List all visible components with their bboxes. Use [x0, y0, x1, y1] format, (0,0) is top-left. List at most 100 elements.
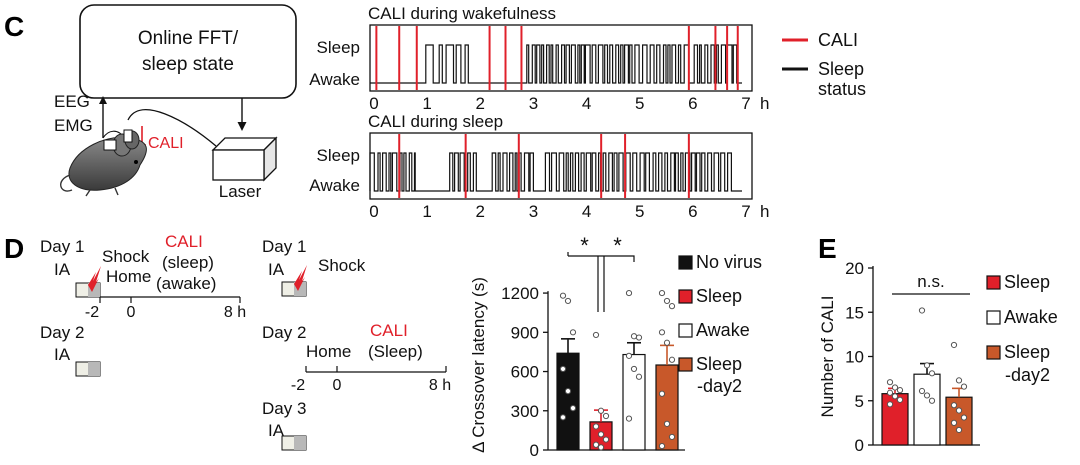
protocol-left-ia2: IA — [54, 345, 71, 364]
data-point — [668, 356, 676, 363]
y-tick-label: 600 — [511, 363, 539, 382]
y-tick-label: 900 — [511, 323, 539, 342]
data-point — [625, 415, 633, 422]
sleep-status-trace — [370, 44, 742, 84]
protocol-left-tick-8h: 8 h — [224, 304, 246, 321]
data-point — [569, 405, 577, 412]
trace-sleep-title: CALI during sleep — [368, 112, 503, 131]
optic-cable — [127, 109, 217, 147]
trace-tick-label: 2 — [476, 202, 485, 221]
data-point — [602, 436, 610, 443]
protocol-left-cali-sleep: (sleep) — [162, 253, 214, 272]
data-point — [597, 407, 605, 414]
trace-unit-label: h — [760, 94, 769, 113]
sig-label-ns: n.s. — [917, 272, 944, 291]
protocol-left-cali: CALI — [165, 232, 203, 251]
data-point — [592, 331, 600, 339]
data-point — [602, 412, 610, 420]
protocol-left-day2: Day 2 — [40, 323, 84, 342]
trace-tick-label: 6 — [688, 94, 697, 113]
fft-box — [79, 4, 297, 99]
data-point — [658, 329, 666, 336]
data-point — [559, 365, 567, 373]
y-tick-label: 15 — [845, 303, 864, 322]
y-tick-label: 10 — [845, 348, 864, 367]
data-point — [592, 423, 600, 430]
protocol-right-cali: CALI — [370, 321, 408, 340]
data-point — [564, 388, 572, 395]
data-point — [955, 407, 963, 414]
trace-tick-label: 7 — [741, 202, 750, 221]
data-point — [928, 397, 936, 404]
legend-status-line2: status — [818, 79, 866, 99]
protocol-right-ia3: IA — [268, 421, 285, 440]
data-point — [950, 341, 958, 349]
protocol-left-tick-m2: -2 — [85, 304, 99, 321]
protocol-right-ia: IA — [268, 260, 285, 279]
mouse-illustration — [60, 129, 147, 197]
laser-label: Laser — [219, 182, 262, 201]
legend-swatch — [986, 310, 1001, 325]
trace-wake-y-awake: Awake — [309, 70, 360, 89]
data-point — [663, 297, 671, 305]
data-point — [923, 392, 931, 399]
data-point — [592, 441, 600, 448]
trace-tick-label: 4 — [582, 94, 591, 113]
legend-label: Sleep — [696, 286, 742, 306]
trace-tick-label: 2 — [476, 94, 485, 113]
panel-d-letter: D — [4, 233, 24, 264]
protocol-left-tick-0: 0 — [127, 304, 136, 321]
y-tick-label: 0 — [855, 436, 864, 455]
data-point — [663, 339, 671, 346]
data-point — [960, 414, 968, 421]
trace-sleep-y-awake: Awake — [309, 176, 360, 195]
data-point — [918, 387, 926, 395]
y-axis-label: Number of CALI — [818, 296, 837, 418]
protocol-left-shock-bolt — [88, 266, 101, 292]
protocol-right-tick-0: 0 — [333, 377, 342, 394]
data-point — [886, 379, 894, 386]
legend-swatch — [678, 289, 693, 304]
sig-label-1: * — [580, 233, 589, 258]
trace-tick-label: 1 — [422, 94, 431, 113]
data-point — [658, 390, 666, 397]
protocol-left-shock: Shock — [102, 247, 150, 266]
data-point — [559, 414, 567, 421]
data-point — [569, 329, 577, 336]
legend-swatch — [986, 345, 1001, 360]
legend-label: Sleep — [1004, 342, 1050, 362]
sig-bracket-stem — [597, 256, 605, 312]
data-point — [663, 420, 671, 427]
trace-tick-label: 3 — [529, 94, 538, 113]
data-point — [928, 370, 936, 377]
protocol-left-cali-awake: (awake) — [156, 274, 216, 293]
bar — [945, 396, 973, 446]
cali-arrow-label: CALI — [148, 135, 184, 152]
data-point — [960, 383, 968, 390]
legend-cali-label: CALI — [818, 30, 858, 50]
trace-wake-title: CALI during wakefulness — [368, 4, 556, 23]
data-point — [918, 307, 926, 314]
legend-swatch — [678, 255, 693, 270]
trace-tick-label: 0 — [369, 202, 378, 221]
protocol-left-home: Home — [106, 267, 151, 286]
data-point — [559, 292, 567, 299]
trace-unit-label: h — [760, 202, 769, 221]
y-tick-label: 0 — [530, 441, 539, 460]
data-point — [635, 373, 643, 380]
laser-box — [211, 136, 278, 182]
protocol-right-home: Home — [306, 342, 351, 361]
protocol-right-day1: Day 1 — [262, 237, 306, 256]
sig-bracket-1 — [567, 252, 601, 257]
data-point — [955, 426, 963, 434]
legend-swatch — [986, 275, 1001, 290]
data-point — [891, 384, 899, 391]
trace-tick-label: 4 — [582, 202, 591, 221]
legend-label: No virus — [696, 252, 762, 272]
sig-label-2: * — [613, 233, 622, 258]
y-axis-label: Δ Crossover latency (s) — [469, 277, 488, 453]
data-point — [950, 402, 958, 409]
trace-tick-label: 5 — [635, 202, 644, 221]
